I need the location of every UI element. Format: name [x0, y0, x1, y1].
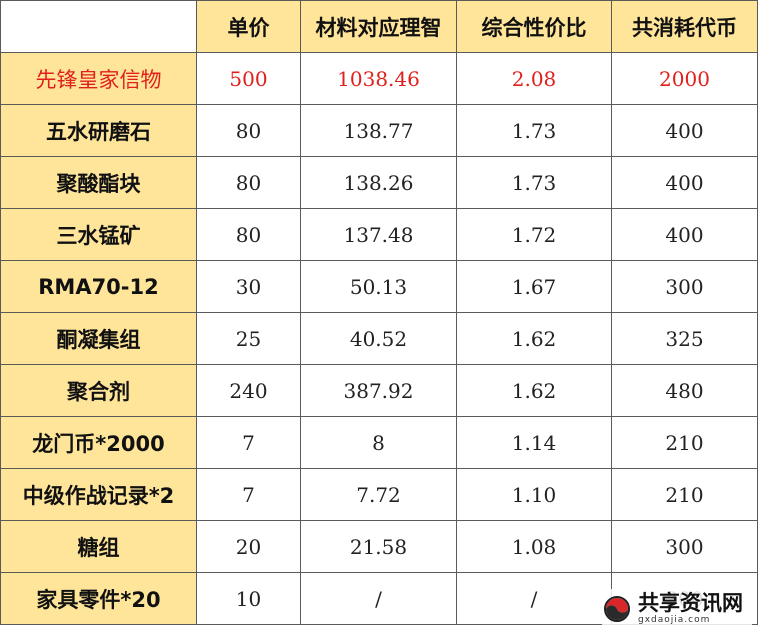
cost-performance-cell: 1.62 — [456, 364, 612, 417]
item-name-cell: 中级作战记录*2 — [0, 468, 197, 521]
table-row: 糖组 20 21.58 1.08 300 — [0, 520, 758, 573]
total-tokens-cell: 2000 — [611, 52, 758, 105]
cost-performance-cell: 1.73 — [456, 156, 612, 209]
table-row: 先锋皇家信物 500 1038.46 2.08 2000 — [0, 52, 758, 105]
cost-performance-cell: 1.08 — [456, 520, 612, 573]
header-corner-cell — [0, 0, 197, 53]
material-sanity-cell: 50.13 — [300, 260, 457, 313]
header-material-sanity: 材料对应理智 — [300, 0, 457, 53]
cost-performance-cell: 1.72 — [456, 208, 612, 261]
cost-performance-cell: 1.14 — [456, 416, 612, 469]
total-tokens-cell: 300 — [611, 520, 758, 573]
table-row: 龙门币*2000 7 8 1.14 210 — [0, 416, 758, 469]
watermark: 共享资讯网 gxdaojia.com — [602, 589, 752, 629]
table-row: 聚酸酯块 80 138.26 1.73 400 — [0, 156, 758, 209]
material-sanity-cell: 387.92 — [300, 364, 457, 417]
cost-performance-cell: 1.67 — [456, 260, 612, 313]
total-tokens-cell: 400 — [611, 156, 758, 209]
total-tokens-cell: 210 — [611, 416, 758, 469]
table-row: 聚合剂 240 387.92 1.62 480 — [0, 364, 758, 417]
table-row: 酮凝集组 25 40.52 1.62 325 — [0, 312, 758, 365]
total-tokens-cell: 400 — [611, 208, 758, 261]
total-tokens-cell: 325 — [611, 312, 758, 365]
item-name-cell: 龙门币*2000 — [0, 416, 197, 469]
item-name-cell: 聚酸酯块 — [0, 156, 197, 209]
header-row: 单价 材料对应理智 综合性价比 共消耗代币 — [0, 0, 758, 53]
item-name-cell: 酮凝集组 — [0, 312, 197, 365]
material-sanity-cell: 138.77 — [300, 104, 457, 157]
item-name-cell: 五水研磨石 — [0, 104, 197, 157]
header-total-tokens: 共消耗代币 — [611, 0, 758, 53]
table-body: 先锋皇家信物 500 1038.46 2.08 2000 五水研磨石 80 138.77 1.7… — [0, 52, 758, 625]
unit-price-cell: 25 — [196, 312, 301, 365]
table-row: 三水锰矿 80 137.48 1.72 400 — [0, 208, 758, 261]
cost-performance-cell: / — [456, 572, 612, 625]
unit-price-cell: 80 — [196, 208, 301, 261]
material-sanity-cell: 137.48 — [300, 208, 457, 261]
item-name-cell: RMA70-12 — [0, 260, 197, 313]
table-row: RMA70-12 30 50.13 1.67 300 — [0, 260, 758, 313]
item-name-cell: 三水锰矿 — [0, 208, 197, 261]
header-unit-price: 单价 — [196, 0, 301, 53]
item-name-cell: 糖组 — [0, 520, 197, 573]
cost-performance-cell: 1.73 — [456, 104, 612, 157]
material-sanity-cell: 8 — [300, 416, 457, 469]
unit-price-cell: 10 — [196, 572, 301, 625]
total-tokens-cell: 400 — [611, 104, 758, 157]
material-sanity-cell: 40.52 — [300, 312, 457, 365]
swirl-logo-icon — [604, 596, 630, 622]
unit-price-cell: 80 — [196, 156, 301, 209]
unit-price-cell: 240 — [196, 364, 301, 417]
material-sanity-cell: 1038.46 — [300, 52, 457, 105]
total-tokens-cell: 210 — [611, 468, 758, 521]
header-cost-performance: 综合性价比 — [456, 0, 612, 53]
unit-price-cell: 7 — [196, 416, 301, 469]
cost-performance-cell: 1.62 — [456, 312, 612, 365]
material-sanity-cell: 7.72 — [300, 468, 457, 521]
table-row: 五水研磨石 80 138.77 1.73 400 — [0, 104, 758, 157]
item-name-cell: 聚合剂 — [0, 364, 197, 417]
item-name-cell: 家具零件*20 — [0, 572, 197, 625]
unit-price-cell: 7 — [196, 468, 301, 521]
cost-performance-cell: 1.10 — [456, 468, 612, 521]
material-sanity-cell: 138.26 — [300, 156, 457, 209]
unit-price-cell: 30 — [196, 260, 301, 313]
watermark-subtitle: gxdaojia.com — [638, 615, 711, 625]
total-tokens-cell: 300 — [611, 260, 758, 313]
cost-performance-cell: 2.08 — [456, 52, 612, 105]
total-tokens-cell: 480 — [611, 364, 758, 417]
table-row: 中级作战记录*2 7 7.72 1.10 210 — [0, 468, 758, 521]
material-sanity-cell: / — [300, 572, 457, 625]
watermark-title: 共享资讯网 — [638, 591, 743, 615]
item-name-cell: 先锋皇家信物 — [0, 52, 197, 105]
unit-price-cell: 80 — [196, 104, 301, 157]
unit-price-cell: 20 — [196, 520, 301, 573]
unit-price-cell: 500 — [196, 52, 301, 105]
material-sanity-cell: 21.58 — [300, 520, 457, 573]
